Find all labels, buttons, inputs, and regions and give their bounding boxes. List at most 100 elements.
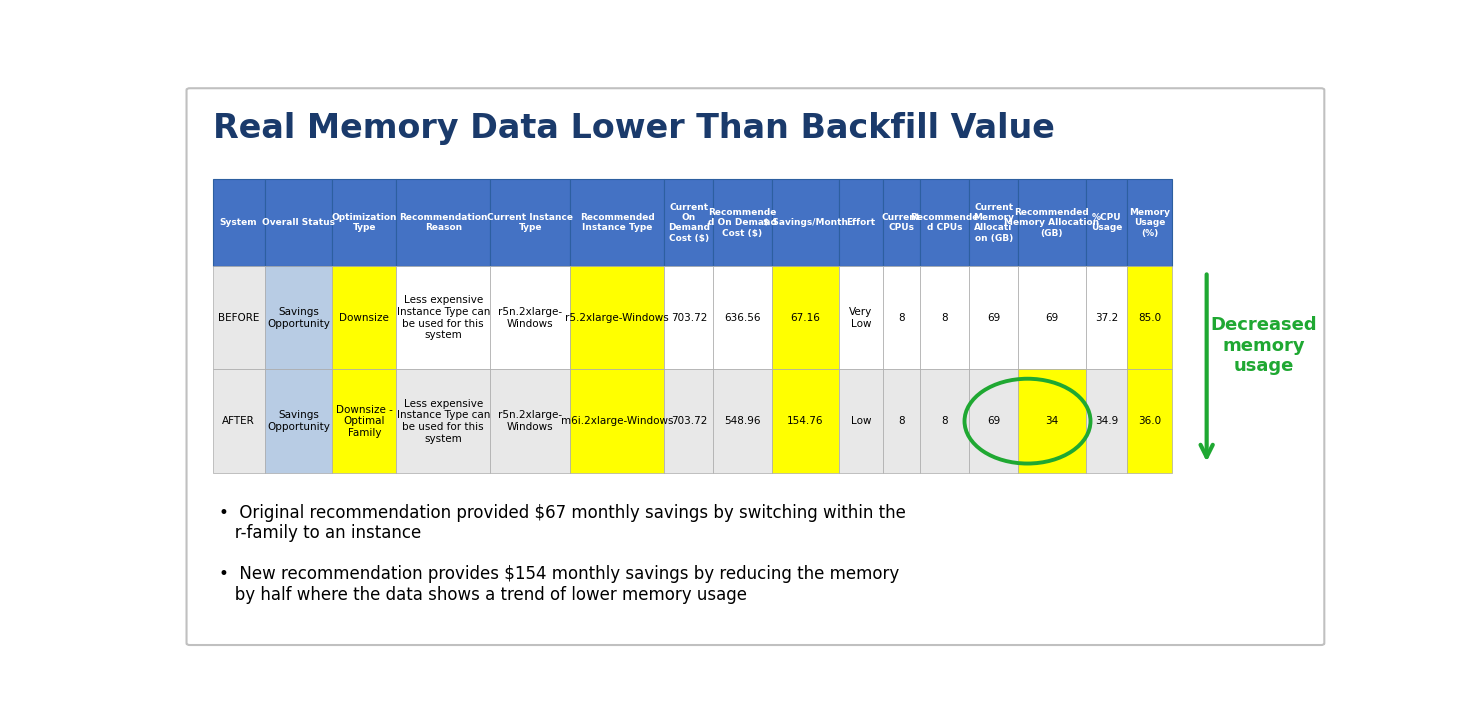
Text: 34.9: 34.9 bbox=[1095, 416, 1119, 426]
Text: Recommendation
Reason: Recommendation Reason bbox=[399, 213, 488, 232]
Bar bbox=[570, 370, 665, 473]
Text: Current
CPUs: Current CPUs bbox=[881, 213, 921, 232]
Text: Recommende
d On Demand
Cost ($): Recommende d On Demand Cost ($) bbox=[708, 208, 777, 237]
Text: r5n.2xlarge-
Windows: r5n.2xlarge- Windows bbox=[498, 410, 563, 432]
Text: 548.96: 548.96 bbox=[724, 416, 761, 426]
Text: 703.72: 703.72 bbox=[671, 416, 708, 426]
Bar bbox=[920, 370, 970, 473]
Text: Optimization
Type: Optimization Type bbox=[332, 213, 397, 232]
Bar bbox=[883, 370, 920, 473]
Bar bbox=[491, 370, 570, 473]
Bar bbox=[212, 266, 264, 370]
Text: Recommended
Instance Type: Recommended Instance Type bbox=[579, 213, 654, 232]
Bar bbox=[970, 370, 1019, 473]
Text: Recommende
d CPUs: Recommende d CPUs bbox=[911, 213, 979, 232]
Bar bbox=[713, 179, 771, 266]
Bar bbox=[491, 266, 570, 370]
FancyBboxPatch shape bbox=[187, 89, 1324, 645]
Text: Current
Memory
Allocati
on (GB): Current Memory Allocati on (GB) bbox=[973, 203, 1014, 242]
Bar bbox=[1019, 179, 1086, 266]
Text: Very
Low: Very Low bbox=[849, 307, 873, 329]
Bar bbox=[1086, 179, 1128, 266]
Bar bbox=[713, 266, 771, 370]
Text: Downsize: Downsize bbox=[339, 313, 389, 323]
Text: 636.56: 636.56 bbox=[724, 313, 761, 323]
Text: 69: 69 bbox=[988, 416, 1001, 426]
Bar bbox=[665, 370, 713, 473]
Bar bbox=[1128, 179, 1172, 266]
Text: 69: 69 bbox=[1045, 313, 1058, 323]
Text: $ Savings/Month: $ Savings/Month bbox=[764, 219, 848, 227]
Bar bbox=[1086, 266, 1128, 370]
Text: Recommended
Memory Allocation
(GB): Recommended Memory Allocation (GB) bbox=[1004, 208, 1100, 237]
Bar bbox=[332, 179, 397, 266]
Text: Effort: Effort bbox=[846, 219, 876, 227]
Bar bbox=[920, 266, 970, 370]
Bar bbox=[665, 179, 713, 266]
Text: 67.16: 67.16 bbox=[790, 313, 821, 323]
Text: 8: 8 bbox=[942, 313, 948, 323]
Bar bbox=[920, 179, 970, 266]
Text: Decreased
memory
usage: Decreased memory usage bbox=[1210, 316, 1318, 375]
Bar bbox=[883, 266, 920, 370]
Text: Less expensive
Instance Type can
be used for this
system: Less expensive Instance Type can be used… bbox=[397, 295, 489, 340]
Text: System: System bbox=[220, 219, 258, 227]
Bar bbox=[1019, 266, 1086, 370]
Bar bbox=[1128, 370, 1172, 473]
Bar bbox=[771, 266, 839, 370]
Text: Savings
Opportunity: Savings Opportunity bbox=[267, 307, 330, 329]
Text: Current Instance
Type: Current Instance Type bbox=[488, 213, 573, 232]
Text: 85.0: 85.0 bbox=[1138, 313, 1162, 323]
Text: 34: 34 bbox=[1045, 416, 1058, 426]
Text: 69: 69 bbox=[988, 313, 1001, 323]
Text: r5n.2xlarge-
Windows: r5n.2xlarge- Windows bbox=[498, 307, 563, 329]
Text: AFTER: AFTER bbox=[223, 416, 255, 426]
Bar bbox=[771, 179, 839, 266]
Bar bbox=[332, 266, 397, 370]
Text: 36.0: 36.0 bbox=[1138, 416, 1162, 426]
Bar bbox=[839, 179, 883, 266]
Text: 703.72: 703.72 bbox=[671, 313, 708, 323]
Text: 8: 8 bbox=[942, 416, 948, 426]
Text: 154.76: 154.76 bbox=[787, 416, 824, 426]
Bar bbox=[883, 179, 920, 266]
Text: Downsize -
Optimal
Family: Downsize - Optimal Family bbox=[336, 404, 392, 438]
Bar bbox=[212, 179, 264, 266]
Text: r5.2xlarge-Windows: r5.2xlarge-Windows bbox=[566, 313, 669, 323]
Text: Overall Status: Overall Status bbox=[262, 219, 335, 227]
Bar bbox=[332, 370, 397, 473]
Text: •  Original recommendation provided $67 monthly savings by switching within the
: • Original recommendation provided $67 m… bbox=[218, 504, 905, 542]
Bar bbox=[264, 179, 332, 266]
Text: Real Memory Data Lower Than Backfill Value: Real Memory Data Lower Than Backfill Val… bbox=[212, 113, 1055, 145]
Bar bbox=[713, 370, 771, 473]
Bar bbox=[491, 179, 570, 266]
Bar bbox=[397, 370, 491, 473]
Bar bbox=[1086, 370, 1128, 473]
Bar bbox=[839, 266, 883, 370]
Bar bbox=[397, 266, 491, 370]
Text: Current
On
Demand
Cost ($): Current On Demand Cost ($) bbox=[668, 203, 710, 242]
Text: %CPU
Usage: %CPU Usage bbox=[1091, 213, 1122, 232]
Bar bbox=[970, 179, 1019, 266]
Bar bbox=[665, 266, 713, 370]
Text: m6i.2xlarge-Windows: m6i.2xlarge-Windows bbox=[562, 416, 674, 426]
Text: BEFORE: BEFORE bbox=[218, 313, 259, 323]
Bar bbox=[397, 179, 491, 266]
Text: 8: 8 bbox=[898, 416, 905, 426]
Bar bbox=[1128, 266, 1172, 370]
Text: Low: Low bbox=[850, 416, 871, 426]
Bar bbox=[970, 266, 1019, 370]
Text: Memory
Usage
(%): Memory Usage (%) bbox=[1129, 208, 1170, 237]
Text: 37.2: 37.2 bbox=[1095, 313, 1119, 323]
Bar bbox=[1019, 370, 1086, 473]
Text: Less expensive
Instance Type can
be used for this
system: Less expensive Instance Type can be used… bbox=[397, 399, 489, 444]
Text: 8: 8 bbox=[898, 313, 905, 323]
Bar bbox=[570, 179, 665, 266]
Text: Savings
Opportunity: Savings Opportunity bbox=[267, 410, 330, 432]
Bar bbox=[771, 370, 839, 473]
Bar bbox=[264, 370, 332, 473]
Text: •  New recommendation provides $154 monthly savings by reducing the memory
   by: • New recommendation provides $154 month… bbox=[218, 565, 899, 604]
Bar bbox=[839, 370, 883, 473]
Bar bbox=[212, 370, 264, 473]
Bar bbox=[570, 266, 665, 370]
